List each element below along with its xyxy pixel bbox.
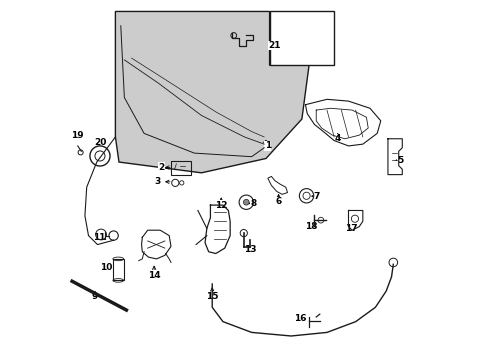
Text: 9: 9 bbox=[92, 292, 98, 301]
Text: 21: 21 bbox=[268, 41, 281, 50]
Text: 16: 16 bbox=[293, 314, 305, 323]
Text: 3: 3 bbox=[154, 177, 161, 186]
Text: 17: 17 bbox=[345, 224, 357, 233]
Text: 7: 7 bbox=[312, 192, 319, 201]
Text: 4: 4 bbox=[334, 134, 340, 143]
Polygon shape bbox=[115, 12, 308, 173]
Text: 19: 19 bbox=[71, 131, 83, 140]
Text: 1: 1 bbox=[264, 141, 270, 150]
Text: 14: 14 bbox=[147, 270, 160, 279]
Circle shape bbox=[243, 199, 249, 205]
Text: 11: 11 bbox=[93, 233, 105, 242]
Text: 10: 10 bbox=[100, 264, 112, 273]
Text: 13: 13 bbox=[243, 246, 256, 255]
Bar bbox=[113, 259, 123, 280]
Text: 12: 12 bbox=[215, 201, 227, 210]
Text: 8: 8 bbox=[250, 199, 256, 208]
Polygon shape bbox=[269, 12, 333, 65]
Text: 20: 20 bbox=[94, 138, 106, 147]
Bar bbox=[171, 161, 190, 175]
Text: 2: 2 bbox=[158, 163, 164, 172]
Text: 5: 5 bbox=[397, 156, 403, 165]
Text: 18: 18 bbox=[304, 222, 316, 231]
Text: 6: 6 bbox=[275, 197, 281, 206]
Text: 15: 15 bbox=[205, 292, 218, 301]
